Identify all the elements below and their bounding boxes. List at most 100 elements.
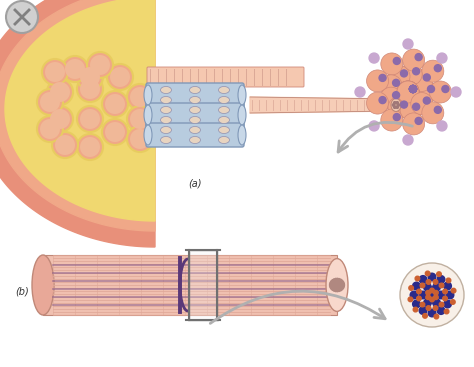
Circle shape	[410, 86, 417, 92]
Ellipse shape	[144, 105, 152, 125]
Circle shape	[444, 282, 451, 290]
Circle shape	[338, 285, 340, 287]
Circle shape	[87, 52, 113, 78]
Circle shape	[393, 113, 401, 120]
Ellipse shape	[238, 85, 246, 105]
Circle shape	[332, 280, 334, 281]
Circle shape	[333, 281, 335, 283]
Circle shape	[380, 75, 402, 97]
Text: (a): (a)	[188, 179, 202, 189]
Circle shape	[331, 287, 333, 289]
Circle shape	[343, 283, 344, 284]
Circle shape	[397, 81, 419, 103]
Circle shape	[338, 279, 340, 280]
Circle shape	[37, 116, 63, 142]
Circle shape	[332, 288, 334, 290]
Ellipse shape	[238, 125, 246, 145]
Circle shape	[379, 75, 386, 81]
Circle shape	[379, 97, 386, 103]
Circle shape	[392, 92, 400, 99]
Circle shape	[420, 283, 425, 288]
Circle shape	[329, 283, 331, 285]
Circle shape	[392, 79, 400, 86]
Circle shape	[332, 283, 333, 284]
Circle shape	[42, 59, 68, 85]
Circle shape	[402, 113, 425, 135]
Circle shape	[410, 86, 417, 92]
Circle shape	[425, 271, 430, 276]
Circle shape	[333, 289, 335, 291]
Circle shape	[40, 119, 60, 139]
Circle shape	[397, 81, 419, 103]
Circle shape	[335, 288, 337, 290]
Circle shape	[397, 104, 400, 106]
Circle shape	[329, 285, 331, 287]
Ellipse shape	[238, 105, 246, 125]
Circle shape	[341, 283, 343, 285]
Ellipse shape	[190, 97, 201, 103]
Circle shape	[40, 92, 60, 112]
Circle shape	[110, 67, 130, 87]
Circle shape	[433, 299, 440, 306]
Circle shape	[336, 282, 338, 284]
Circle shape	[403, 39, 413, 49]
Circle shape	[388, 65, 410, 87]
Circle shape	[337, 286, 339, 288]
Circle shape	[332, 281, 334, 283]
Circle shape	[334, 285, 336, 287]
Circle shape	[410, 86, 417, 92]
Ellipse shape	[144, 125, 152, 145]
Circle shape	[410, 86, 417, 92]
Circle shape	[434, 295, 438, 299]
Circle shape	[443, 289, 447, 294]
Circle shape	[451, 300, 455, 304]
Ellipse shape	[219, 97, 229, 103]
Circle shape	[355, 87, 365, 97]
Circle shape	[411, 92, 433, 115]
Circle shape	[127, 126, 153, 152]
Circle shape	[430, 297, 434, 302]
Circle shape	[412, 300, 420, 308]
Circle shape	[437, 291, 445, 299]
Circle shape	[410, 86, 417, 92]
Circle shape	[6, 1, 38, 33]
Circle shape	[337, 286, 338, 288]
Circle shape	[77, 106, 103, 132]
Ellipse shape	[190, 87, 201, 94]
Circle shape	[392, 104, 395, 106]
Circle shape	[423, 313, 427, 318]
Circle shape	[47, 79, 73, 105]
Circle shape	[410, 86, 417, 92]
Circle shape	[335, 280, 337, 282]
Ellipse shape	[144, 85, 152, 105]
Circle shape	[426, 306, 431, 310]
Circle shape	[330, 286, 332, 288]
FancyBboxPatch shape	[43, 255, 337, 315]
Circle shape	[102, 119, 128, 145]
Circle shape	[339, 281, 341, 283]
Circle shape	[127, 84, 153, 110]
Circle shape	[335, 279, 337, 280]
Circle shape	[437, 121, 447, 131]
Circle shape	[336, 282, 337, 284]
Circle shape	[335, 282, 337, 284]
Ellipse shape	[161, 97, 172, 103]
Circle shape	[397, 81, 419, 103]
Circle shape	[403, 135, 413, 145]
Circle shape	[334, 284, 336, 286]
Circle shape	[340, 289, 341, 291]
Circle shape	[444, 309, 449, 314]
Circle shape	[105, 94, 125, 114]
Circle shape	[381, 109, 403, 131]
Circle shape	[397, 81, 419, 103]
Circle shape	[342, 287, 344, 289]
Circle shape	[419, 276, 427, 283]
Circle shape	[417, 296, 421, 301]
Circle shape	[335, 286, 337, 288]
Circle shape	[335, 286, 337, 287]
Circle shape	[333, 279, 335, 281]
Circle shape	[127, 106, 153, 132]
Circle shape	[413, 307, 418, 312]
Circle shape	[369, 121, 379, 131]
Circle shape	[396, 102, 399, 104]
